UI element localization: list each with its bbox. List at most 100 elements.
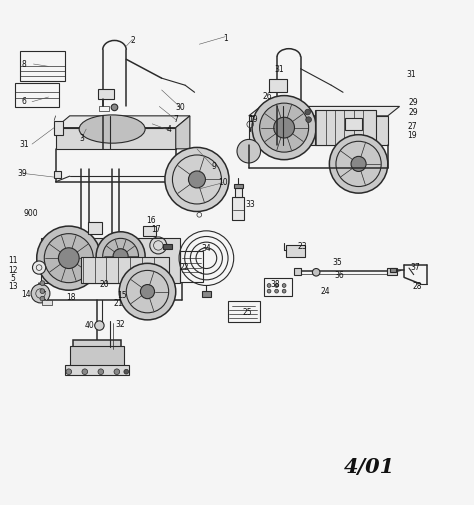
Text: 11: 11: [9, 257, 18, 266]
Bar: [73, 340, 120, 348]
Bar: [293, 268, 301, 275]
Polygon shape: [55, 128, 176, 149]
Circle shape: [165, 147, 229, 212]
Text: 22: 22: [180, 263, 189, 272]
Text: 16: 16: [146, 216, 156, 225]
Text: 25: 25: [243, 309, 252, 317]
Circle shape: [305, 109, 310, 115]
Text: 26: 26: [263, 92, 273, 102]
Bar: [269, 79, 287, 92]
Text: 13: 13: [9, 282, 18, 291]
Text: 34: 34: [201, 244, 211, 253]
Text: 15: 15: [117, 291, 127, 300]
Text: 31: 31: [274, 65, 284, 74]
Text: 40: 40: [85, 321, 95, 330]
Circle shape: [40, 296, 45, 301]
Text: 30: 30: [175, 103, 185, 112]
Bar: [100, 107, 109, 111]
Bar: [65, 365, 128, 375]
Bar: [42, 299, 52, 306]
Text: 19: 19: [249, 115, 258, 124]
Bar: [82, 257, 169, 283]
Circle shape: [267, 284, 271, 287]
Circle shape: [95, 321, 104, 330]
Circle shape: [44, 234, 93, 283]
Bar: [70, 346, 124, 367]
Text: 31: 31: [407, 70, 416, 79]
Circle shape: [114, 369, 119, 375]
Circle shape: [260, 103, 309, 152]
Circle shape: [33, 261, 46, 274]
Circle shape: [40, 281, 45, 285]
Bar: [54, 121, 63, 135]
Text: 24: 24: [321, 287, 330, 295]
Circle shape: [98, 369, 104, 375]
Text: 14: 14: [21, 290, 31, 299]
Text: 9: 9: [211, 162, 216, 171]
Bar: [264, 278, 292, 296]
Circle shape: [119, 263, 176, 320]
Bar: [181, 251, 203, 282]
Circle shape: [274, 117, 294, 138]
Circle shape: [113, 249, 128, 264]
Bar: [390, 268, 396, 272]
Text: 6: 6: [22, 97, 27, 106]
Polygon shape: [176, 116, 190, 149]
Bar: [88, 222, 102, 234]
Circle shape: [329, 135, 388, 193]
Bar: [143, 226, 156, 236]
Text: 7: 7: [173, 115, 178, 124]
Circle shape: [189, 171, 205, 188]
Text: 33: 33: [246, 200, 255, 209]
Bar: [286, 245, 305, 257]
Text: 36: 36: [335, 271, 345, 280]
Circle shape: [275, 289, 278, 293]
Text: 4: 4: [166, 125, 171, 134]
Bar: [228, 301, 260, 322]
Circle shape: [58, 248, 79, 269]
Circle shape: [103, 238, 138, 274]
Bar: [315, 110, 376, 145]
Text: 3: 3: [79, 134, 84, 143]
Circle shape: [66, 369, 72, 375]
Text: 2: 2: [131, 36, 136, 45]
Text: 12: 12: [9, 266, 18, 275]
Circle shape: [351, 157, 366, 172]
Circle shape: [40, 289, 45, 293]
Text: 5: 5: [11, 274, 16, 283]
Circle shape: [31, 284, 50, 303]
Text: 20: 20: [99, 280, 109, 289]
Bar: [20, 52, 65, 80]
Bar: [234, 184, 243, 188]
Bar: [98, 89, 115, 99]
Text: 10: 10: [218, 178, 228, 187]
Circle shape: [275, 284, 278, 287]
Text: 23: 23: [297, 242, 307, 251]
Bar: [387, 268, 397, 275]
Circle shape: [111, 104, 118, 111]
Polygon shape: [40, 238, 181, 283]
Text: 32: 32: [115, 320, 125, 329]
Circle shape: [306, 117, 311, 122]
Text: 38: 38: [271, 280, 281, 289]
Text: 28: 28: [412, 282, 422, 291]
Text: 4/01: 4/01: [343, 457, 394, 477]
Text: 27: 27: [408, 122, 417, 131]
Circle shape: [124, 369, 128, 374]
Text: 39: 39: [18, 169, 27, 178]
Text: 37: 37: [410, 263, 420, 272]
Text: 8: 8: [22, 60, 27, 69]
Polygon shape: [55, 116, 190, 128]
Bar: [201, 291, 211, 297]
Circle shape: [282, 284, 286, 287]
Circle shape: [252, 95, 316, 160]
Polygon shape: [249, 107, 400, 116]
Circle shape: [312, 269, 320, 276]
Bar: [346, 118, 362, 130]
Circle shape: [282, 289, 286, 293]
Bar: [15, 83, 59, 108]
Circle shape: [82, 369, 88, 375]
Polygon shape: [249, 116, 388, 145]
Bar: [54, 171, 61, 178]
Bar: [232, 197, 244, 221]
